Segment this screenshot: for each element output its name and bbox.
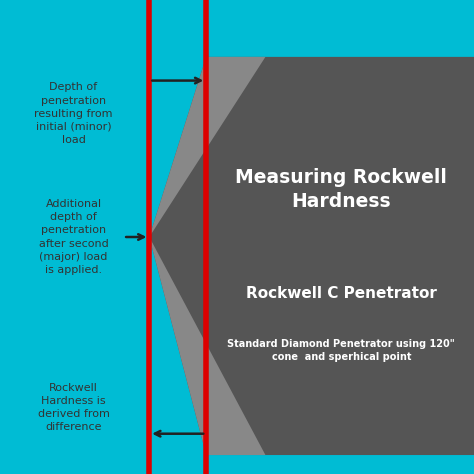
Polygon shape bbox=[149, 57, 265, 237]
Text: Depth of
penetration
resulting from
initial (minor)
load: Depth of penetration resulting from init… bbox=[34, 82, 113, 145]
Polygon shape bbox=[149, 57, 474, 455]
Polygon shape bbox=[149, 237, 265, 455]
Text: Measuring Rockwell
Hardness: Measuring Rockwell Hardness bbox=[236, 168, 447, 211]
Text: Additional
depth of
penetration
after second
(major) load
is applied.: Additional depth of penetration after se… bbox=[38, 199, 109, 275]
Text: Rockwell C Penetrator: Rockwell C Penetrator bbox=[246, 286, 437, 301]
Text: Rockwell
Hardness is
derived from
difference: Rockwell Hardness is derived from differ… bbox=[37, 383, 109, 432]
Text: Standard Diamond Penetrator using 120"
cone  and sperhical point: Standard Diamond Penetrator using 120" c… bbox=[228, 339, 455, 362]
